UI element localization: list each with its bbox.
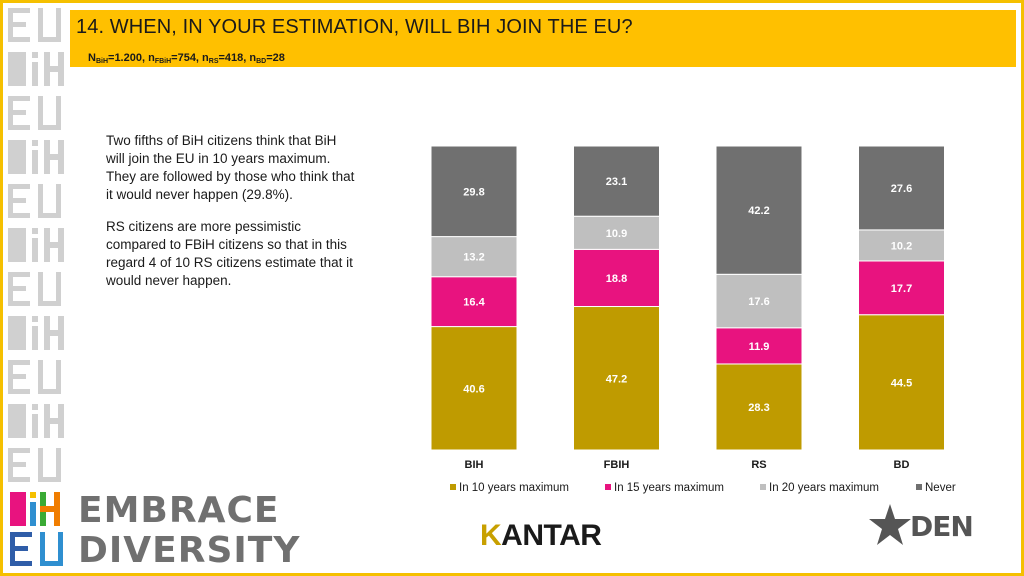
legend-label-3: Never (925, 482, 956, 494)
sample-rs-sub: RS (208, 58, 219, 65)
deco-pattern-6 (8, 228, 64, 262)
decorative-strip (8, 8, 64, 482)
sample-fbih-sub: FBiH (154, 58, 172, 65)
data-label-rs-3: 42.2 (748, 205, 769, 217)
deco-pattern-7 (8, 272, 61, 306)
data-label-bd-0: 44.5 (891, 377, 912, 389)
star-icon (869, 504, 911, 545)
data-label-bih-0: 40.6 (463, 383, 484, 395)
bar-segment-bih-2 (430, 236, 518, 278)
deco-pattern-9 (8, 360, 61, 394)
data-label-fbih-0: 47.2 (606, 373, 627, 385)
deco-pattern-4 (8, 140, 64, 174)
legend-label-0: In 10 years maximum (459, 482, 569, 494)
legend-swatch-3 (916, 484, 922, 490)
bar-segment-rs-2 (715, 273, 803, 329)
bar-segment-fbih-1 (573, 248, 660, 308)
den-logo-text: DEN (910, 510, 974, 543)
deco-pattern-10 (8, 404, 64, 438)
sample-bih-sub: BiH (95, 58, 109, 65)
sample-bd-sub: BD (256, 58, 267, 65)
category-label-rs: RS (751, 459, 766, 471)
legend-swatch-2 (760, 484, 766, 490)
data-label-bd-1: 17.7 (891, 283, 912, 295)
bar-segment-fbih-2 (573, 215, 660, 250)
data-label-fbih-2: 10.9 (606, 228, 627, 240)
data-label-bih-3: 29.8 (463, 186, 484, 198)
sample-bih-val: =1.200, n (108, 52, 155, 64)
embrace-diversity-logo: EMBRACE DIVERSITY (8, 490, 299, 571)
bar-segment-fbih-3 (573, 145, 660, 217)
deco-pattern-3 (8, 96, 61, 130)
deco-pattern-8 (8, 316, 64, 350)
kantar-logo-rest: ANTAR (501, 519, 602, 552)
deco-pattern-11 (8, 448, 61, 482)
deco-pattern-1 (8, 8, 61, 42)
bar-segment-fbih-0 (573, 306, 660, 451)
data-label-rs-1: 11.9 (749, 341, 770, 353)
sample-fbih-val: =754, n (171, 52, 209, 64)
legend-swatch-0 (450, 484, 456, 490)
category-label-bih: BIH (465, 459, 484, 471)
page-title: 14. WHEN, IN YOUR ESTIMATION, WILL BIH J… (76, 16, 633, 38)
bar-segment-rs-1 (715, 327, 803, 365)
logo-embrace-text: EMBRACE (78, 490, 280, 531)
bar-segment-bd-3 (858, 145, 945, 231)
bar-segment-bd-1 (858, 260, 945, 316)
deco-pattern-2 (8, 52, 64, 86)
kantar-logo-k: K (480, 519, 502, 552)
bar-segment-rs-3 (715, 145, 803, 275)
bih-eu-logo-icon (10, 492, 63, 566)
legend-swatch-1 (605, 484, 611, 490)
chart-svg: 40.6 16.4 13.2 29.8 BIH 47.2 18.8 10.9 23.1 FBIH 2… (430, 145, 956, 494)
bar-segment-bih-1 (430, 276, 518, 328)
data-label-fbih-3: 23.1 (606, 176, 627, 188)
deco-pattern-5 (8, 184, 61, 218)
bar-segment-bd-0 (858, 314, 945, 451)
summary-text: Two fifths of BiH citizens think that Bi… (106, 132, 356, 304)
logo-diversity-text: DIVERSITY (78, 530, 301, 571)
kantar-logo: KANTAR (480, 519, 602, 553)
data-label-rs-0: 28.3 (748, 402, 769, 414)
summary-paragraph-2: RS citizens are more pessimistic compare… (106, 219, 353, 288)
sample-bd-val: =28 (266, 52, 285, 64)
data-label-bd-3: 27.6 (891, 183, 912, 195)
data-label-rs-2: 17.6 (748, 296, 769, 308)
bar-segment-bih-3 (430, 145, 518, 238)
summary-paragraph-1: Two fifths of BiH citizens think that Bi… (106, 133, 355, 202)
sample-rs-val: =418, n (218, 52, 257, 64)
data-label-bih-1: 16.4 (463, 297, 485, 309)
den-logo: DEN (868, 502, 988, 552)
legend-label-2: In 20 years maximum (769, 482, 879, 494)
category-label-bd: BD (894, 459, 910, 471)
data-label-bih-2: 13.2 (463, 252, 484, 264)
legend-label-1: In 15 years maximum (614, 482, 724, 494)
data-label-bd-2: 10.2 (891, 240, 912, 252)
data-label-fbih-1: 18.8 (606, 273, 627, 285)
bar-segment-bd-2 (858, 229, 945, 262)
stacked-bar-chart: 40.6 16.4 13.2 29.8 BIH 47.2 18.8 10.9 23.1 FBIH 2… (400, 130, 1000, 510)
category-label-fbih: FBIH (604, 459, 630, 471)
header-bar: 14. WHEN, IN YOUR ESTIMATION, WILL BIH J… (70, 10, 1016, 67)
sample-size: NBiH=1.200, nFBiH=754, nRS=418, nBD=28 (88, 52, 285, 65)
sample-n-label: N (88, 52, 96, 64)
